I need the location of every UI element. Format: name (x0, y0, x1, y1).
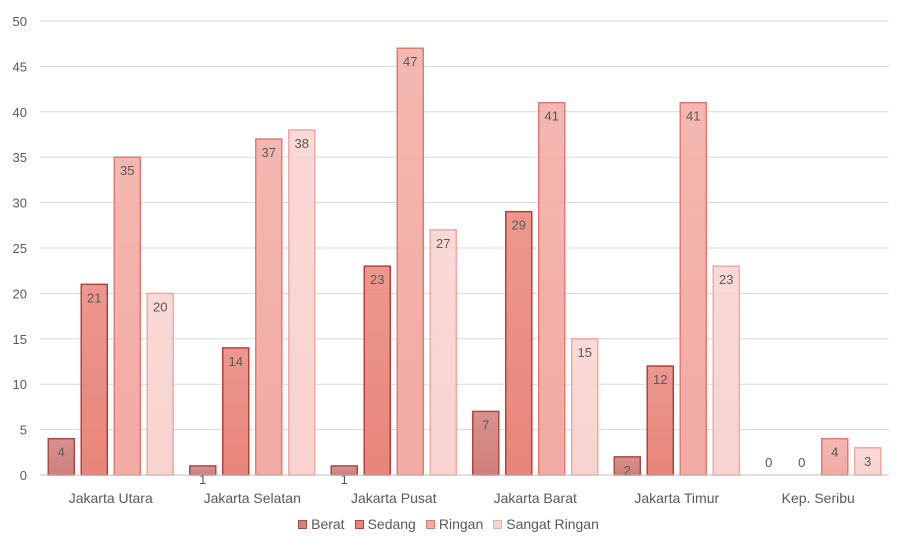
data-label: 4 (831, 445, 838, 460)
data-label: 0 (798, 455, 805, 470)
y-tick-label: 35 (13, 150, 27, 165)
data-label: 20 (153, 299, 167, 314)
bar-jakarta-utara-berat[interactable] (47, 437, 75, 476)
bar-jakarta-barat-sedang[interactable] (505, 210, 533, 476)
x-tick-label: Jakarta Barat (494, 490, 577, 506)
x-tick-label: Jakarta Timur (634, 490, 719, 506)
data-label: 41 (545, 109, 559, 124)
y-tick-label: 10 (13, 377, 27, 392)
legend-swatch-ringan (425, 519, 435, 529)
bar-jakarta-pusat-sangat-ringan[interactable] (429, 229, 457, 476)
legend-item-sedang[interactable]: Sedang (354, 516, 416, 532)
legend-swatch-sangat-ringan (493, 519, 503, 529)
gridlines (40, 20, 889, 431)
data-label: 21 (87, 290, 101, 305)
legend-label-ringan: Ringan (438, 516, 484, 532)
x-tick-label: Jakarta Selatan (204, 490, 301, 506)
bar-jakarta-barat-berat[interactable] (472, 410, 500, 476)
legend-label-sedang: Sedang (367, 516, 416, 532)
legend-item-berat[interactable]: Berat (298, 516, 345, 532)
legend-swatch-sedang (354, 519, 364, 529)
legend-swatch-berat (298, 519, 308, 529)
bar-jakarta-timur-sangat-ringan[interactable] (712, 265, 740, 476)
bar-jakarta-barat-sangat-ringan[interactable] (571, 338, 599, 476)
bar-jakarta-selatan-sangat-ringan[interactable] (288, 129, 316, 476)
data-label: 23 (370, 272, 384, 287)
bar-jakarta-pusat-ringan[interactable] (396, 47, 424, 476)
data-label: 4 (58, 445, 65, 460)
legend-label-berat: Berat (311, 516, 345, 532)
data-labels: 4 21 35 20 1 14 37 38 1 23 47 27 7 29 41 15 2 12 41 23 0 0 4 3 (58, 54, 872, 487)
data-label: 14 (229, 354, 243, 369)
bar-jakarta-barat-ringan[interactable] (538, 101, 566, 476)
bar-jakarta-selatan-sedang[interactable] (222, 347, 250, 476)
bar-jakarta-selatan-ringan[interactable] (255, 138, 283, 476)
bar-kep-seribu-ringan[interactable] (821, 437, 849, 476)
bar-jakarta-timur-ringan[interactable] (679, 101, 707, 476)
bar-jakarta-utara-sedang[interactable] (80, 283, 108, 476)
y-tick-label: 15 (13, 332, 27, 347)
bar-jakarta-timur-sedang[interactable] (646, 365, 674, 476)
data-label: 7 (482, 417, 489, 432)
data-label: 35 (120, 163, 134, 178)
data-label: 1 (199, 472, 206, 487)
y-tick-label: 50 (13, 14, 27, 29)
data-label: 0 (765, 455, 772, 470)
data-label: 41 (686, 109, 700, 124)
x-tick-label: Kep. Seribu (782, 490, 855, 506)
data-label: 37 (262, 145, 276, 160)
data-label: 3 (864, 454, 871, 469)
legend: Berat Sedang Ringan Sangat Ringan (0, 516, 897, 532)
data-label: 27 (436, 236, 450, 251)
data-label: 47 (403, 54, 417, 69)
y-tick-label: 40 (13, 105, 27, 120)
y-tick-label: 30 (13, 196, 27, 211)
y-tick-label: 45 (13, 59, 27, 74)
legend-item-ringan[interactable]: Ringan (425, 516, 484, 532)
y-tick-label: 20 (13, 286, 27, 301)
legend-item-sangat-ringan[interactable]: Sangat Ringan (493, 516, 599, 532)
data-label: 23 (719, 272, 733, 287)
data-label: 2 (624, 463, 631, 478)
y-tick-label: 5 (20, 423, 27, 438)
y-tick-label: 0 (20, 468, 27, 483)
bar-jakarta-utara-sangat-ringan[interactable] (146, 292, 174, 476)
data-label: 38 (295, 136, 309, 151)
bar-jakarta-pusat-sedang[interactable] (363, 265, 391, 476)
data-label: 12 (653, 372, 667, 387)
data-label: 29 (512, 218, 526, 233)
y-axis-tick-labels: 0 5 10 15 20 25 30 35 40 45 50 (13, 14, 27, 483)
bar-jakarta-utara-ringan[interactable] (113, 156, 141, 476)
x-tick-label: Jakarta Utara (69, 490, 153, 506)
y-tick-label: 25 (13, 241, 27, 256)
data-label: 15 (578, 345, 592, 360)
x-tick-label: Jakarta Pusat (351, 490, 437, 506)
bar-kep-seribu-sangat-ringan[interactable] (854, 447, 882, 476)
legend-label-sangat-ringan: Sangat Ringan (506, 516, 599, 532)
data-label: 1 (341, 472, 348, 487)
x-axis-tick-labels: Jakarta Utara Jakarta Selatan Jakarta Pusa… (69, 490, 855, 506)
